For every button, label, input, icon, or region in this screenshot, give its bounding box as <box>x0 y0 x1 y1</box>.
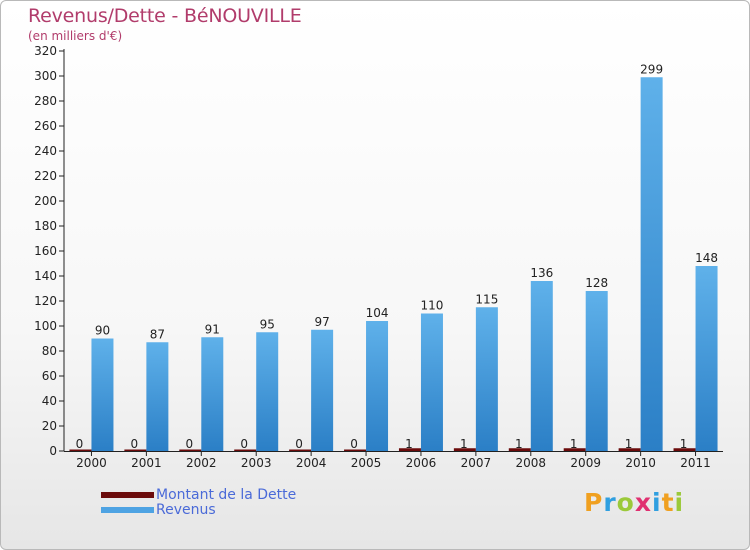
logo-letter: x <box>634 488 652 517</box>
bar-dette <box>398 448 421 451</box>
data-label-revenus: 148 <box>695 251 718 265</box>
x-tick-label: 2004 <box>296 456 327 470</box>
data-label-revenus: 90 <box>95 324 110 338</box>
bar-revenus <box>695 266 718 451</box>
x-tick-label: 2011 <box>680 456 711 470</box>
bar-dette <box>508 448 531 451</box>
logo-letter: t <box>661 488 675 517</box>
data-label-revenus: 110 <box>421 299 444 313</box>
y-tick-label: 180 <box>34 219 57 233</box>
bar-dette <box>563 448 586 451</box>
data-label-revenus: 91 <box>205 322 220 336</box>
data-label-revenus: 95 <box>260 317 275 331</box>
legend-item-dette: Montant de la Dette <box>101 486 297 503</box>
data-label-dette: 0 <box>185 437 193 451</box>
x-tick-label: 2006 <box>406 456 437 470</box>
data-label-dette: 1 <box>515 437 523 451</box>
chart-title: Revenus/Dette - BéNOUVILLE <box>28 5 302 27</box>
data-label-dette: 1 <box>570 437 578 451</box>
bar-dette <box>453 448 476 451</box>
bar-revenus <box>311 329 334 451</box>
bar-revenus <box>640 77 663 451</box>
logo-letter: i <box>674 488 685 517</box>
bar-dette <box>289 449 312 451</box>
y-tick-label: 280 <box>34 94 57 108</box>
legend-item-revenus: Revenus <box>101 501 296 518</box>
data-label-dette: 0 <box>295 437 303 451</box>
bar-dette <box>618 448 641 451</box>
logo-letter: o <box>616 488 635 517</box>
data-label-dette: 0 <box>350 437 358 451</box>
x-tick-label: 2009 <box>570 456 601 470</box>
data-label-dette: 1 <box>680 437 688 451</box>
data-label-revenus: 136 <box>530 266 553 280</box>
x-tick-label: 2000 <box>76 456 107 470</box>
data-label-dette: 1 <box>625 437 633 451</box>
bar-revenus <box>146 342 169 451</box>
data-label-dette: 0 <box>76 437 84 451</box>
y-tick-label: 120 <box>34 294 57 308</box>
legend: Montant de la Dette Revenus <box>101 486 297 518</box>
bar-revenus <box>91 338 114 451</box>
x-tick-label: 2008 <box>516 456 547 470</box>
proxiti-logo: Proxiti <box>584 488 684 517</box>
legend-swatch-dette <box>101 491 154 498</box>
data-label-revenus: 97 <box>314 315 329 329</box>
bar-dette <box>179 449 202 451</box>
bar-dette <box>344 449 367 451</box>
y-tick-label: 220 <box>34 169 57 183</box>
bar-revenus <box>585 291 608 451</box>
bar-dette <box>124 449 147 451</box>
x-tick-label: 2005 <box>351 456 382 470</box>
x-tick-label: 2001 <box>131 456 162 470</box>
x-tick-label: 2002 <box>186 456 217 470</box>
data-label-revenus: 104 <box>366 306 389 320</box>
legend-label-revenus: Revenus <box>156 501 216 518</box>
y-tick-label: 100 <box>34 319 57 333</box>
bar-dette <box>673 448 696 451</box>
bar-revenus <box>475 307 498 451</box>
data-label-revenus: 87 <box>150 327 165 341</box>
y-tick-label: 200 <box>34 194 57 208</box>
bar-revenus <box>201 337 224 451</box>
bar-revenus <box>420 313 443 451</box>
data-label-revenus: 299 <box>640 62 663 76</box>
logo-letter: i <box>652 488 662 517</box>
data-label-revenus: 115 <box>475 292 498 306</box>
y-tick-label: 80 <box>42 344 57 358</box>
y-tick-label: 300 <box>34 69 57 83</box>
logo-letter: P <box>584 488 604 517</box>
y-tick-label: 0 <box>49 444 57 458</box>
bar-revenus <box>530 281 553 451</box>
y-tick-label: 260 <box>34 119 57 133</box>
bar-dette <box>234 449 257 451</box>
data-label-dette: 0 <box>240 437 248 451</box>
data-label-dette: 0 <box>131 437 139 451</box>
y-tick-label: 140 <box>34 269 57 283</box>
y-tick-label: 320 <box>34 44 57 58</box>
bar-revenus <box>366 321 389 451</box>
legend-label-dette: Montant de la Dette <box>156 486 297 503</box>
y-tick-label: 20 <box>42 419 57 433</box>
bar-dette <box>69 449 92 451</box>
x-tick-label: 2007 <box>461 456 492 470</box>
y-tick-label: 60 <box>42 369 57 383</box>
x-tick-label: 2010 <box>625 456 656 470</box>
y-tick-label: 160 <box>34 244 57 258</box>
data-label-revenus: 128 <box>585 276 608 290</box>
data-label-dette: 1 <box>405 437 413 451</box>
data-label-dette: 1 <box>460 437 468 451</box>
y-tick-label: 40 <box>42 394 57 408</box>
y-tick-label: 240 <box>34 144 57 158</box>
x-tick-label: 2003 <box>241 456 272 470</box>
legend-swatch-revenus <box>101 506 154 513</box>
bar-revenus <box>256 332 279 451</box>
chart-subtitle: (en milliers d'€) <box>28 29 123 43</box>
logo-letter: r <box>603 488 617 517</box>
